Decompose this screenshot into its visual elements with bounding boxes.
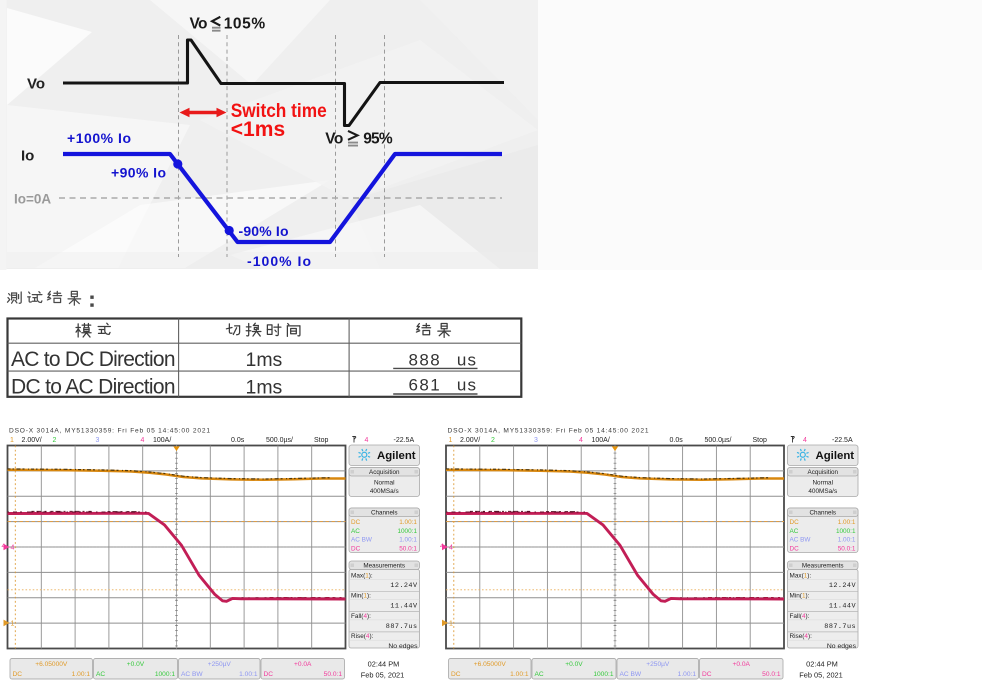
svg-text:Io: Io: [21, 148, 34, 165]
svg-text:Vo: Vo: [27, 76, 45, 93]
svg-text:AC to DC Direction: AC to DC Direction: [11, 348, 176, 371]
svg-text:DC to AC Direction: DC to AC Direction: [11, 376, 176, 399]
svg-text:Switch time: Switch time: [231, 101, 327, 122]
svg-text:<1ms: <1ms: [231, 118, 286, 141]
svg-text:Io=0A: Io=0A: [14, 192, 51, 207]
svg-text:+90% Io: +90% Io: [111, 165, 166, 181]
svg-text:-100% Io: -100% Io: [247, 253, 311, 269]
svg-text:105%: 105%: [224, 16, 266, 33]
svg-text:Vo: Vo: [325, 131, 343, 148]
svg-text:+100% Io: +100% Io: [67, 130, 131, 146]
svg-text:us: us: [457, 376, 477, 395]
svg-text:-90% Io: -90% Io: [239, 223, 289, 239]
svg-text:1ms: 1ms: [245, 377, 282, 399]
svg-text:Vo: Vo: [190, 16, 208, 33]
svg-text:1ms: 1ms: [245, 349, 282, 371]
svg-text:681: 681: [409, 376, 442, 395]
svg-text:888: 888: [409, 351, 442, 370]
svg-text:95%: 95%: [363, 131, 393, 148]
svg-text:us: us: [457, 351, 477, 370]
